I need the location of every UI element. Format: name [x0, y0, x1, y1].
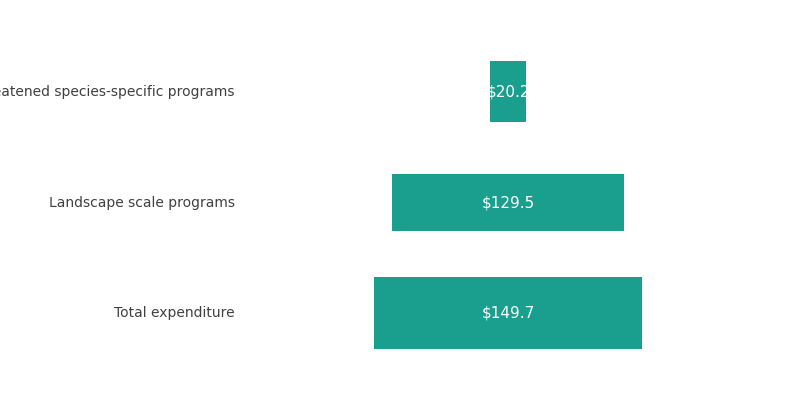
Text: Total expenditure: Total expenditure: [114, 307, 234, 320]
Text: Threatened species-specific programs: Threatened species-specific programs: [0, 85, 234, 99]
Bar: [392, 174, 624, 231]
Bar: [374, 277, 642, 349]
Text: $20.2: $20.2: [486, 84, 530, 99]
Text: $149.7: $149.7: [482, 306, 534, 321]
Text: $129.5: $129.5: [482, 195, 534, 210]
Text: Landscape scale programs: Landscape scale programs: [49, 195, 234, 210]
Bar: [490, 61, 526, 122]
